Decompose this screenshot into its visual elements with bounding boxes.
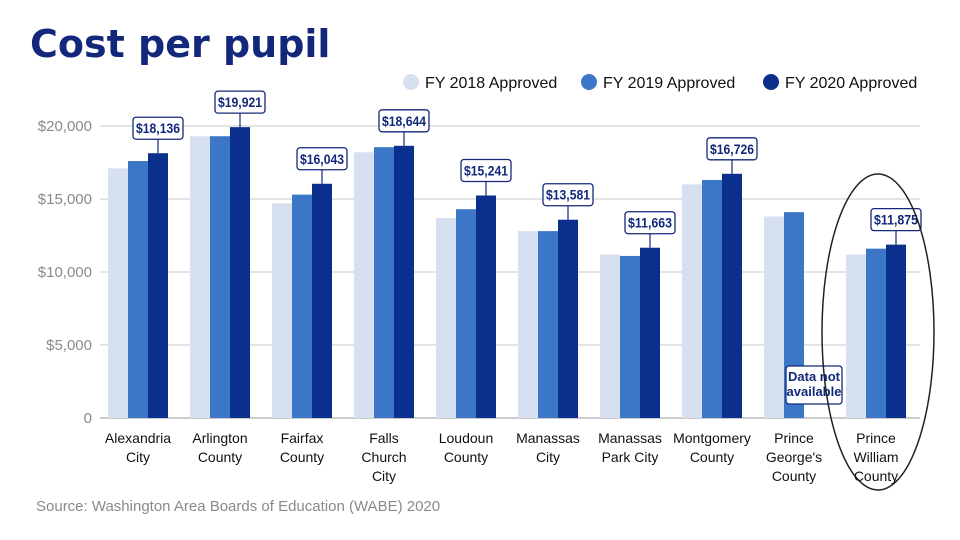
- callout-box: [542, 183, 594, 207]
- bar-3: [230, 127, 250, 419]
- legend-label: FY 2020 Approved: [785, 75, 917, 92]
- x-tick-label: County: [280, 449, 324, 465]
- bar-3: [148, 153, 168, 418]
- x-tick-label: Church: [361, 449, 406, 465]
- bar-1: [190, 136, 210, 418]
- legend: FY 2018 Approved FY 2019 Approved FY 2020 …: [403, 74, 917, 92]
- bar-2: [456, 209, 476, 418]
- data-label: $18,136: [136, 120, 180, 136]
- bar-2: [620, 255, 640, 418]
- data-label: $18,644: [382, 113, 426, 129]
- callout-box: [378, 109, 430, 133]
- legend-swatch: [581, 74, 597, 90]
- bar-3: [886, 244, 906, 418]
- x-tick-label: Alexandria: [105, 430, 171, 446]
- callout-box: [460, 158, 512, 183]
- x-tick-label: Loudoun: [439, 430, 494, 446]
- note-box: [785, 365, 843, 405]
- bar-2: [374, 147, 394, 419]
- x-tick-label: William: [853, 449, 898, 465]
- bar-2: [128, 161, 148, 419]
- bars: [108, 127, 906, 419]
- chart-title: Cost per pupil: [30, 22, 330, 66]
- x-tick-label: Manassas: [516, 430, 580, 446]
- x-tick-label: City: [536, 449, 560, 465]
- callout-box: [624, 211, 676, 235]
- bar-2: [538, 231, 558, 418]
- x-tick-label: County: [198, 449, 242, 465]
- bar-1: [846, 254, 866, 418]
- x-tick-label: Prince: [774, 430, 814, 446]
- data-label: $11,663: [628, 215, 672, 231]
- bar-2: [866, 248, 886, 418]
- bar-1: [436, 217, 456, 418]
- y-tick-label: $20,000: [38, 118, 92, 135]
- data-labels: $18,136 $19,921 $16,043 $18,644 $15,241 $13,5…: [132, 90, 922, 405]
- legend-swatch: [763, 74, 779, 90]
- callout-box: [296, 147, 348, 171]
- x-tick-label: Arlington: [192, 430, 247, 446]
- bar-2: [702, 180, 722, 418]
- y-tick-label: $15,000: [38, 191, 92, 208]
- bar-1: [354, 152, 374, 418]
- y-axis: 0 $5,000 $10,000 $15,000 $20,000: [38, 118, 92, 427]
- x-tick-label: Montgomery: [673, 430, 751, 446]
- bar-3: [722, 173, 742, 418]
- x-tick-label: County: [444, 449, 488, 465]
- bar-1: [108, 168, 128, 418]
- bar-3: [558, 219, 578, 418]
- note-text: available: [787, 384, 842, 399]
- legend-label: FY 2018 Approved: [425, 75, 557, 92]
- data-label: $19,921: [218, 94, 262, 110]
- x-axis: Alexandria City Arlington County Fairfax Coun…: [105, 430, 899, 484]
- callout-box: [132, 116, 184, 140]
- data-label: $16,726: [710, 141, 754, 157]
- bar-1: [764, 216, 784, 418]
- bar-1: [682, 184, 702, 418]
- bar-1: [518, 231, 538, 418]
- x-tick-label: Park City: [602, 449, 659, 465]
- data-label: $16,043: [300, 151, 344, 167]
- callout-box: [214, 90, 266, 114]
- highlight-group: [821, 173, 935, 491]
- y-tick-label: $10,000: [38, 264, 92, 281]
- bar-2: [292, 194, 312, 418]
- callout-box: [870, 207, 922, 232]
- x-tick-label: Manassas: [598, 430, 662, 446]
- note-text: Data not: [788, 369, 841, 384]
- x-tick-label: City: [126, 449, 150, 465]
- highlight-ellipse: [821, 173, 935, 491]
- x-tick-label: Falls: [369, 430, 399, 446]
- y-tick-label: $5,000: [46, 337, 92, 354]
- x-tick-label: Fairfax: [281, 430, 324, 446]
- x-tick-label: County: [690, 449, 734, 465]
- data-label: $13,581: [546, 187, 590, 203]
- bar-3: [640, 247, 660, 418]
- legend-label: FY 2019 Approved: [603, 75, 735, 92]
- x-tick-label: County: [772, 468, 816, 484]
- x-tick-label: George's: [766, 449, 822, 465]
- bar-3: [476, 195, 496, 418]
- x-tick-label: County: [854, 468, 898, 484]
- data-label: $11,875: [874, 212, 918, 228]
- y-tick-label: 0: [84, 410, 92, 427]
- bar-1: [600, 254, 620, 418]
- data-label: $15,241: [464, 162, 508, 178]
- x-tick-label: Prince: [856, 430, 896, 446]
- source-note: Source: Washington Area Boards of Educat…: [36, 498, 440, 515]
- legend-swatch: [403, 74, 419, 90]
- bar-1: [272, 203, 292, 418]
- bar-3: [312, 183, 332, 418]
- x-tick-label: City: [372, 468, 396, 484]
- bar-2: [210, 136, 230, 418]
- callout-box: [706, 137, 758, 161]
- bar-3: [394, 145, 414, 418]
